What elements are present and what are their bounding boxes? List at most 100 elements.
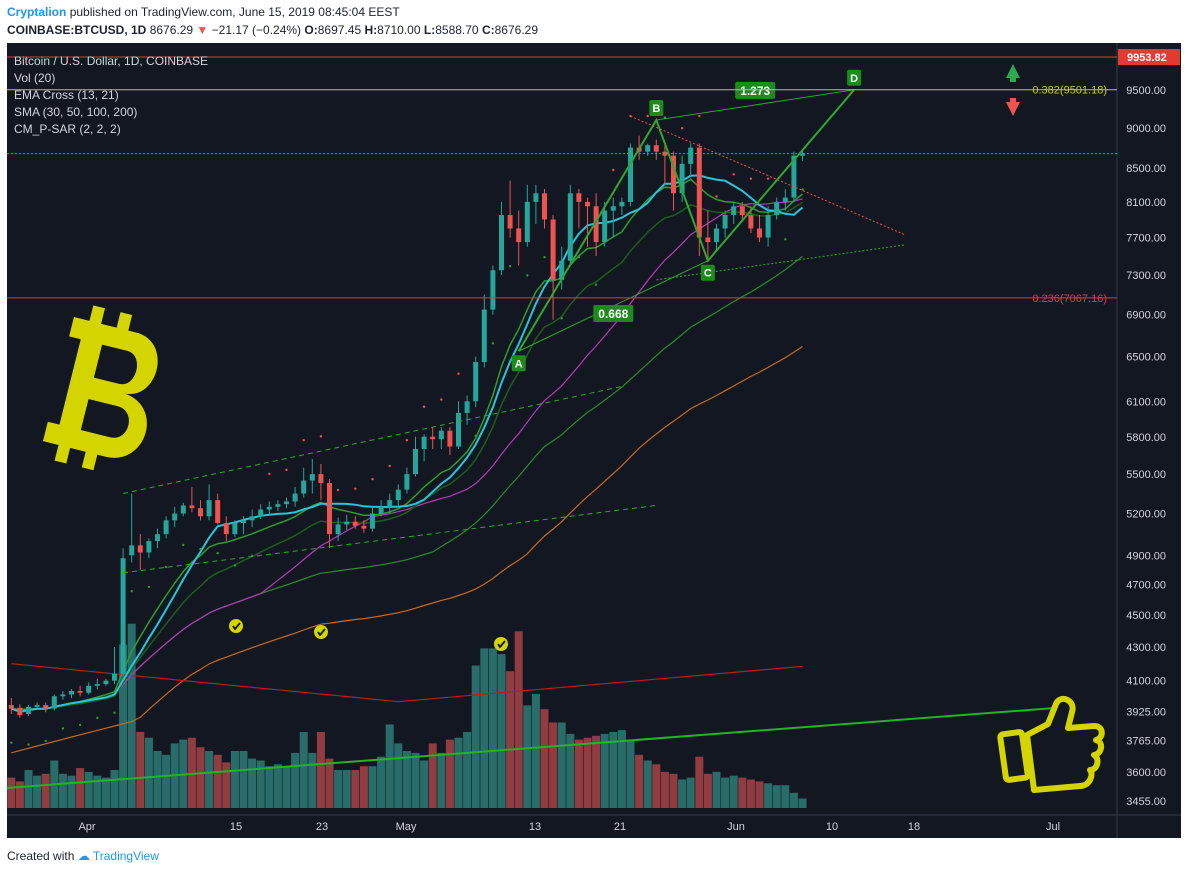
parabolic-sar bbox=[10, 114, 804, 746]
volume-bar bbox=[76, 768, 85, 808]
volume-trend-line bbox=[6, 707, 1056, 789]
last-price: 8676.29 bbox=[149, 23, 194, 37]
price-tick-label: 5500.00 bbox=[1126, 469, 1166, 481]
pattern-point-badge bbox=[847, 69, 862, 86]
check-mark-icon bbox=[317, 628, 326, 637]
time-tick-label: Jul bbox=[1046, 821, 1060, 833]
author-name[interactable]: Cryptalion bbox=[7, 5, 67, 19]
candles bbox=[8, 135, 805, 718]
ratio-badge bbox=[593, 304, 634, 322]
time-tick-label: 15 bbox=[230, 821, 242, 833]
plot-background bbox=[7, 43, 1117, 838]
price-tick-label: 7700.00 bbox=[1126, 233, 1166, 245]
time-tick-label: Apr bbox=[78, 821, 95, 833]
price-tick-label: 3925.00 bbox=[1126, 706, 1166, 718]
candle-body bbox=[610, 206, 616, 211]
volume-bars bbox=[7, 623, 807, 808]
candle-body bbox=[137, 545, 143, 553]
price-tick-label: 9000.00 bbox=[1126, 123, 1166, 135]
candle-body bbox=[378, 506, 384, 514]
volume-bar bbox=[205, 751, 214, 808]
sar-dot bbox=[78, 723, 82, 727]
candle-body bbox=[774, 201, 780, 216]
sar-dot bbox=[474, 434, 477, 437]
footer: Created with ☁ TradingView bbox=[7, 849, 159, 863]
volume-bar bbox=[729, 775, 738, 808]
candle-body bbox=[309, 474, 315, 481]
volume-bar bbox=[712, 771, 721, 808]
candle-body bbox=[146, 541, 152, 553]
open-value: 8697.45 bbox=[317, 23, 362, 37]
price-tick-label: 4900.00 bbox=[1126, 550, 1166, 562]
volume-bar bbox=[463, 732, 472, 808]
sar-dot bbox=[422, 405, 426, 408]
sar-dot bbox=[336, 488, 340, 492]
volume-bar bbox=[428, 743, 437, 808]
volume-bar bbox=[101, 777, 110, 808]
candle-body bbox=[370, 513, 375, 529]
candle-body bbox=[679, 163, 685, 194]
legend: Bitcoin / U.S. Dollar, 1D, COINBASE Vol … bbox=[14, 54, 208, 136]
candle-body bbox=[180, 505, 186, 514]
candle-body bbox=[791, 155, 797, 198]
volume-bar bbox=[230, 751, 239, 808]
sar-dot bbox=[543, 255, 546, 259]
volume-bar bbox=[480, 648, 489, 808]
volume-bar bbox=[127, 623, 136, 808]
price-axis[interactable] bbox=[1117, 43, 1181, 838]
ema13-line bbox=[11, 178, 803, 711]
sar-dot bbox=[457, 372, 460, 375]
volume-bar bbox=[626, 739, 635, 808]
volume-bar bbox=[308, 752, 317, 808]
price-tick-label: 5800.00 bbox=[1126, 432, 1166, 444]
volume-bar bbox=[420, 760, 429, 808]
volume-bar bbox=[411, 752, 420, 808]
volume-bar bbox=[162, 754, 171, 808]
volume-bar bbox=[342, 770, 351, 808]
volume-bar bbox=[617, 730, 626, 808]
candle-body bbox=[198, 508, 203, 517]
legend-sma: SMA (30, 50, 100, 200) bbox=[14, 105, 137, 119]
candle-body bbox=[77, 691, 83, 693]
candle-body bbox=[241, 520, 246, 524]
candle-body bbox=[722, 215, 728, 229]
pattern-point-label: C bbox=[704, 268, 712, 280]
candle-body bbox=[490, 270, 496, 310]
sar-dot bbox=[147, 585, 151, 589]
price-tick-label: 4100.00 bbox=[1126, 676, 1166, 688]
volume-bar bbox=[514, 631, 523, 808]
candle-body bbox=[671, 155, 676, 194]
sar-dot bbox=[766, 177, 770, 180]
close-label: C: bbox=[481, 23, 495, 37]
volume-bar bbox=[394, 743, 403, 808]
tradingview-brand[interactable]: TradingView bbox=[92, 849, 159, 863]
candle-body bbox=[696, 147, 702, 238]
candle-body bbox=[602, 210, 608, 243]
volume-bar bbox=[7, 777, 16, 808]
legend-vol: Vol (20) bbox=[14, 71, 55, 85]
pattern-point-label: B bbox=[652, 103, 660, 115]
sma200-line bbox=[11, 345, 803, 754]
price-tick-label: 6500.00 bbox=[1126, 352, 1166, 364]
volume-bar bbox=[67, 775, 76, 808]
pattern-point-label: D bbox=[850, 73, 858, 85]
candle-body bbox=[215, 500, 221, 524]
sar-dot bbox=[440, 398, 443, 401]
candle-body bbox=[705, 237, 711, 243]
candle-body bbox=[206, 500, 212, 517]
sar-dot bbox=[577, 255, 581, 259]
candle-body bbox=[800, 153, 805, 156]
candle-body bbox=[714, 228, 719, 243]
check-mark-icon bbox=[232, 622, 241, 631]
sar-dot bbox=[405, 438, 409, 442]
pattern-bd-line bbox=[656, 89, 855, 121]
close-value: 8676.29 bbox=[494, 23, 539, 37]
ratio-label: 1.273 bbox=[740, 84, 770, 98]
volume-bar bbox=[325, 758, 334, 808]
volume-bar bbox=[239, 751, 248, 808]
volume-bar bbox=[549, 722, 558, 808]
candle-body bbox=[533, 193, 539, 202]
volume-bar bbox=[600, 733, 609, 808]
symbol: COINBASE:BTCUSD, 1D bbox=[7, 23, 147, 37]
